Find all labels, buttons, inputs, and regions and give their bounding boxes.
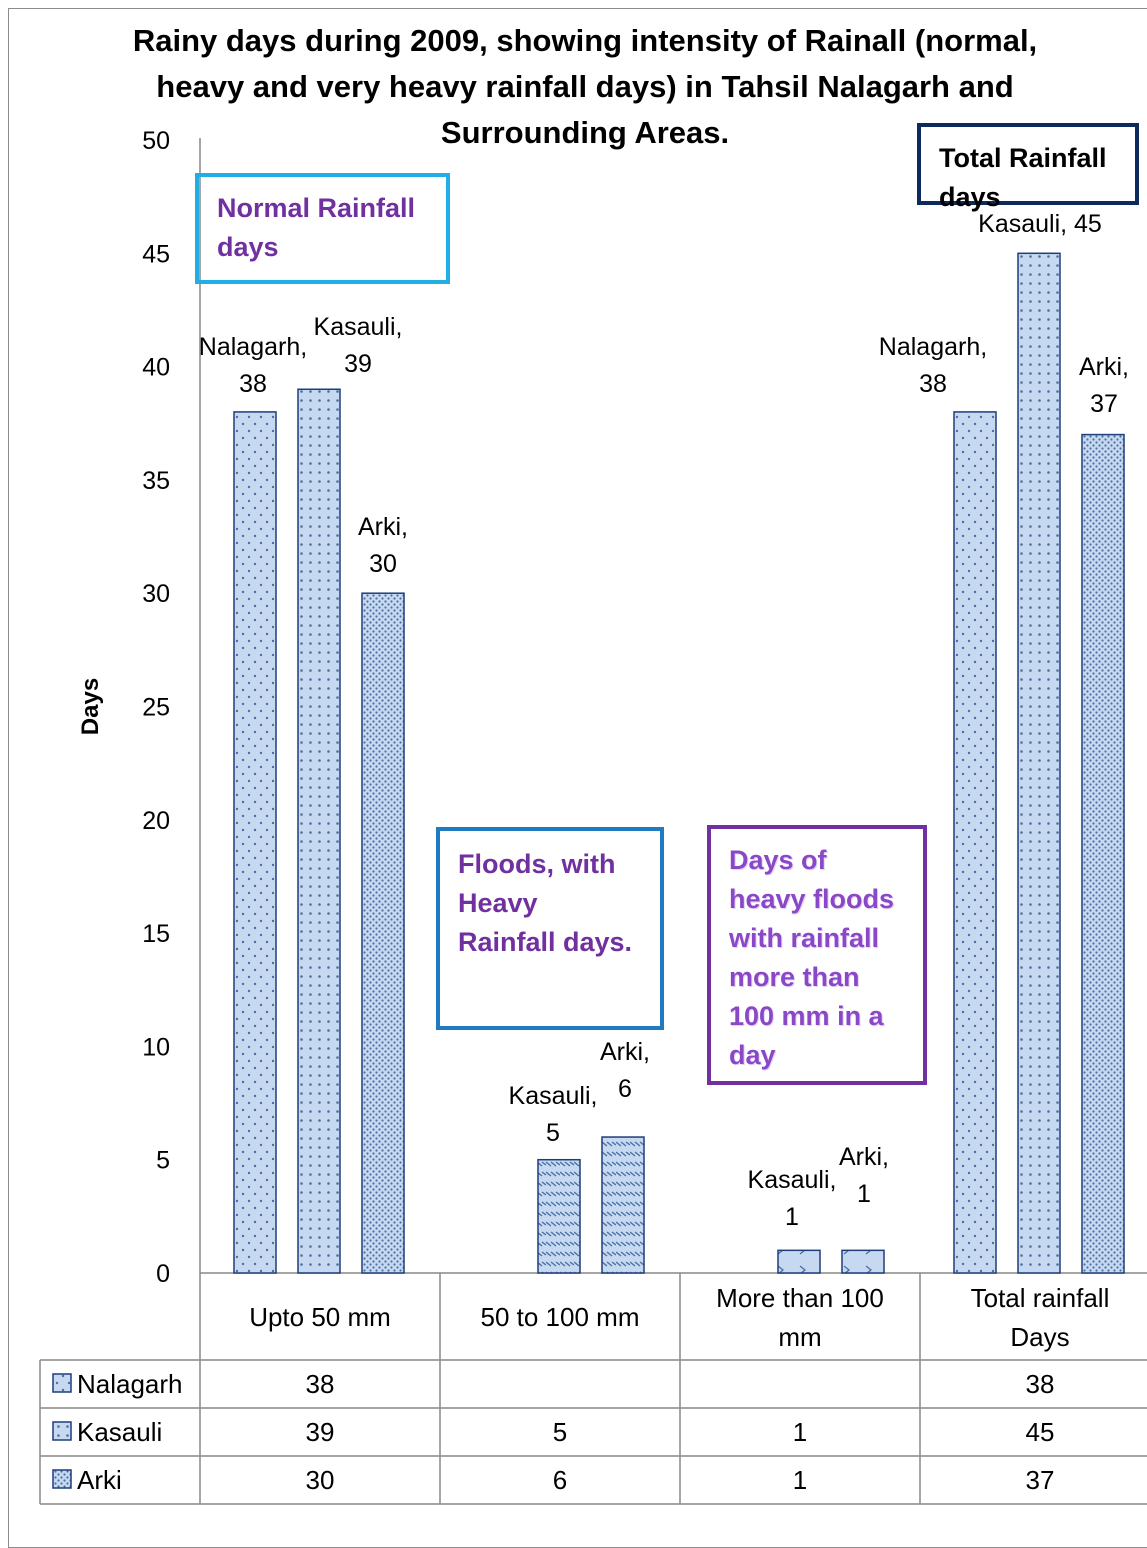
legend-entry: Nalagarh <box>77 1369 183 1399</box>
y-tick-label: 50 <box>142 127 170 155</box>
chart-title: Rainy days during 2009, showing intensit… <box>132 23 1038 150</box>
y-tick-label: 10 <box>142 1033 170 1061</box>
bar-arki <box>1081 433 1125 1274</box>
table-cell: 1 <box>793 1465 807 1495</box>
data-label: Kasauli, 5 <box>509 1082 598 1147</box>
data-label: Nalagarh, 38 <box>879 333 987 398</box>
data-label: Arki, 6 <box>600 1038 650 1103</box>
table-cell: 1 <box>793 1417 807 1447</box>
table-cell: 37 <box>1026 1465 1055 1495</box>
bar-arki <box>601 1136 645 1274</box>
bar-nalagarh <box>233 411 277 1274</box>
data-label: Arki, 30 <box>358 513 408 578</box>
data-label: Nalagarh, 38 <box>199 333 307 398</box>
table-cell: 45 <box>1026 1417 1055 1447</box>
bar-arki <box>361 592 405 1274</box>
data-label: Arki, 37 <box>1079 353 1129 418</box>
y-tick-label: 35 <box>142 467 170 495</box>
annotation-total-rainfall: Total Rainfall days <box>917 123 1139 212</box>
table-cell: 30 <box>306 1465 335 1495</box>
y-tick-label: 30 <box>142 580 170 608</box>
y-tick-label: 45 <box>142 240 170 268</box>
y-tick-label: 40 <box>142 354 170 382</box>
bar-kasauli <box>297 388 341 1274</box>
bar-kasauli <box>537 1158 581 1274</box>
legend-swatch <box>52 1373 72 1393</box>
legend-swatch <box>52 1421 72 1441</box>
y-axis-label: Days <box>77 678 104 735</box>
table-cell: 38 <box>306 1369 335 1399</box>
data-label: Arki, 1 <box>839 1143 889 1208</box>
annotation-heavy-floods: Days of heavy floods with rainfall more … <box>707 825 927 1085</box>
category-label: Upto 50 mm <box>249 1302 391 1332</box>
table-cell: 6 <box>553 1465 567 1495</box>
bar-arki <box>841 1249 885 1274</box>
bar-kasauli <box>777 1249 821 1274</box>
category-label: More than 100 mm <box>716 1283 884 1352</box>
y-tick-label: 25 <box>142 694 170 722</box>
legend-swatch <box>52 1469 72 1489</box>
legend-entry: Arki <box>77 1465 122 1495</box>
table-cell: 5 <box>553 1417 567 1447</box>
annotation-normal-rainfall: Normal Rainfall days <box>195 173 450 284</box>
y-tick-label: 0 <box>156 1260 170 1288</box>
bar-kasauli <box>1017 252 1061 1274</box>
category-label: 50 to 100 mm <box>481 1302 640 1332</box>
table-cell: 38 <box>1026 1369 1055 1399</box>
y-tick-label: 15 <box>142 920 170 948</box>
data-label: Kasauli, 1 <box>748 1166 837 1231</box>
legend-entry: Kasauli <box>77 1417 162 1447</box>
bar-nalagarh <box>953 411 997 1274</box>
annotation-floods-heavy-rainfall: Floods, with Heavy Rainfall days. <box>436 827 664 1030</box>
y-tick-label: 5 <box>156 1147 170 1175</box>
table-cell: 39 <box>306 1417 335 1447</box>
data-label: Kasauli, 39 <box>314 313 403 378</box>
category-label: Total rainfall Days <box>971 1283 1110 1352</box>
y-tick-label: 20 <box>142 807 170 835</box>
data-label: Kasauli, 45 <box>978 210 1102 238</box>
